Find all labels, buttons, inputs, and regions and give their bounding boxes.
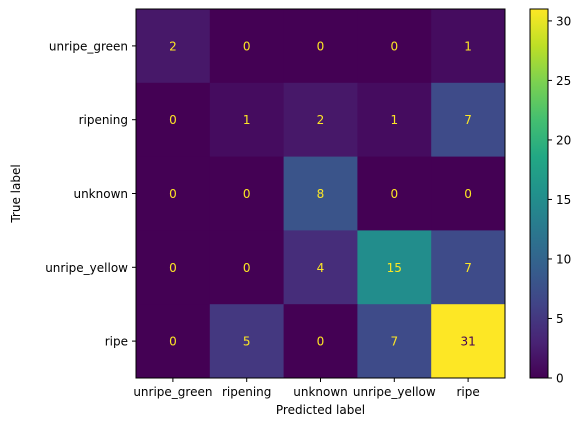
cell-value-label: 0 xyxy=(169,187,177,201)
heatmap-cell xyxy=(209,304,285,379)
heatmap-cell xyxy=(431,230,506,305)
cell-value-label: 1 xyxy=(390,113,398,127)
heatmap-cell xyxy=(136,156,211,231)
cell-value-label: 31 xyxy=(460,335,475,349)
heatmap-cell xyxy=(283,230,358,305)
x-tick-label: unripe_yellow xyxy=(353,385,436,399)
colorbar-tick-label: 10 xyxy=(556,252,571,266)
heatmap-cell xyxy=(357,230,432,305)
cell-value-label: 0 xyxy=(317,39,325,53)
colorbar xyxy=(530,9,548,378)
cell-value-label: 1 xyxy=(243,113,251,127)
cell-value-label: 0 xyxy=(464,187,472,201)
colorbar-frame xyxy=(529,8,549,379)
x-tick-label: ripe xyxy=(456,385,479,399)
cell-value-label: 5 xyxy=(243,335,251,349)
heatmap-cells xyxy=(136,9,506,379)
heatmap-cell xyxy=(431,156,506,231)
x-tick-label: ripening xyxy=(222,385,271,399)
cell-value-label: 0 xyxy=(169,113,177,127)
cell-value-label: 7 xyxy=(464,113,472,127)
heatmap-cell xyxy=(136,230,211,305)
heatmap-cell xyxy=(431,9,506,84)
heatmap-cell xyxy=(431,82,506,158)
heatmap-cell xyxy=(136,82,211,158)
cell-value-label: 0 xyxy=(317,335,325,349)
y-tick-label: unripe_green xyxy=(49,39,128,53)
cell-value-label: 0 xyxy=(243,187,251,201)
y-axis-label: True label xyxy=(9,164,23,223)
cell-value-label: 0 xyxy=(243,261,251,275)
heatmap-cell-labels: 2 0 0 0 1 0 1 2 1 7 0 0 8 0 0 0 0 4 15 7 0 5 0 7 31 xyxy=(169,39,476,348)
cell-value-label: 7 xyxy=(390,335,398,349)
colorbar-tick-label: 20 xyxy=(556,133,571,147)
heatmap-cell xyxy=(357,156,432,231)
y-tick-label: unknown xyxy=(73,187,128,201)
colorbar-tick-label: 15 xyxy=(556,193,571,207)
x-axis-ticks: unripe_green ripening unknown unripe_yellow… xyxy=(133,378,480,399)
heatmap-cell xyxy=(431,304,506,379)
y-axis-ticks: unripe_green ripening unknown unripe_yellow… xyxy=(45,39,136,349)
heatmap-cell xyxy=(357,304,432,379)
colorbar-ticks: 0 5 10 15 20 25 30 xyxy=(548,14,571,386)
heatmap-cell xyxy=(209,156,285,231)
colorbar-tick-label: 5 xyxy=(556,312,564,326)
heatmap-cell xyxy=(209,9,285,84)
y-tick-label: ripening xyxy=(79,113,128,127)
heatmap-cell xyxy=(209,230,285,305)
heatmap-cell xyxy=(357,9,432,84)
heatmap-cell xyxy=(136,9,211,84)
cell-value-label: 0 xyxy=(169,261,177,275)
cell-value-label: 4 xyxy=(317,261,325,275)
y-tick-label: ripe xyxy=(105,335,128,349)
cell-value-label: 0 xyxy=(390,39,398,53)
colorbar-tick-label: 0 xyxy=(556,372,564,386)
cell-value-label: 0 xyxy=(243,39,251,53)
colorbar-tick-label: 30 xyxy=(556,14,571,28)
heatmap-cell xyxy=(283,156,358,231)
cell-value-label: 2 xyxy=(317,113,325,127)
cell-value-label: 2 xyxy=(169,39,177,53)
x-axis-label: Predicted label xyxy=(276,403,365,417)
heatmap-cell xyxy=(283,304,358,379)
heatmap-cell xyxy=(209,82,285,158)
cell-value-label: 8 xyxy=(317,187,325,201)
heatmap-cell xyxy=(283,9,358,84)
cell-value-label: 0 xyxy=(169,335,177,349)
cell-value-label: 7 xyxy=(464,261,472,275)
cell-value-label: 0 xyxy=(390,187,398,201)
x-tick-label: unripe_green xyxy=(133,385,212,399)
cell-value-label: 15 xyxy=(387,261,402,275)
heatmap-cell xyxy=(357,82,432,158)
heatmap-cell xyxy=(283,82,358,158)
cell-value-label: 1 xyxy=(464,39,472,53)
y-tick-label: unripe_yellow xyxy=(45,261,128,275)
heatmap-cell xyxy=(136,304,211,379)
x-tick-label: unknown xyxy=(293,385,348,399)
colorbar-tick-label: 25 xyxy=(556,74,571,88)
